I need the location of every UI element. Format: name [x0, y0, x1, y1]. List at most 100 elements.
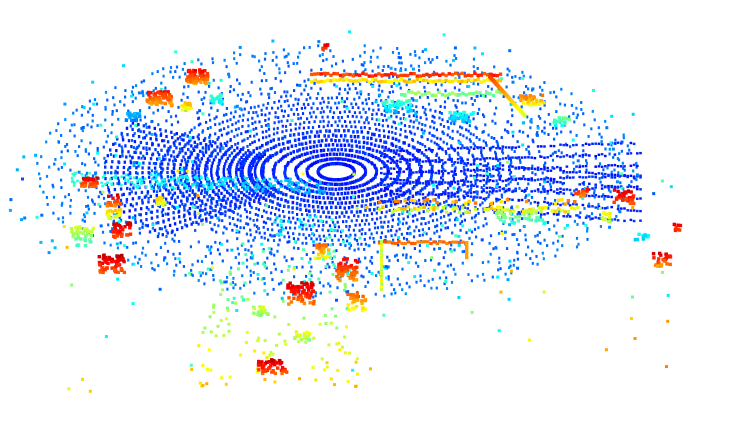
ground-point [402, 113, 405, 117]
ground-point [335, 326, 339, 330]
ground-point [151, 226, 154, 230]
ground-point [315, 144, 319, 148]
ground-point [336, 143, 339, 147]
ground-point [104, 165, 107, 169]
ground-point [241, 184, 244, 187]
ground-point [132, 183, 136, 187]
ground-point [432, 70, 436, 74]
ground-point [365, 198, 368, 203]
ground-point [40, 213, 44, 217]
ground-point [342, 240, 346, 244]
ground-point [404, 68, 407, 72]
ground-point [209, 221, 212, 224]
ground-point [581, 176, 585, 179]
ground-point [476, 166, 479, 170]
ground-point [317, 44, 320, 48]
ground-point [186, 180, 189, 183]
ground-point [205, 382, 209, 386]
ground-point [397, 139, 401, 143]
ground-point [334, 101, 337, 105]
ground-point [381, 124, 384, 128]
ground-point [87, 152, 90, 156]
ground-point [193, 212, 196, 216]
ground-point [253, 155, 257, 159]
ground-point [249, 211, 252, 214]
ground-point [200, 177, 203, 180]
ground-point [280, 270, 283, 273]
ground-point [154, 148, 157, 152]
ground-point [525, 147, 528, 151]
ground-point [354, 233, 357, 237]
ground-point [484, 123, 487, 127]
ground-point [492, 187, 495, 191]
ground-point [501, 187, 505, 191]
ground-point [439, 137, 442, 141]
ground-point [610, 143, 613, 147]
ground-point [345, 106, 349, 110]
ground-point [328, 215, 331, 219]
ground-point [304, 236, 307, 240]
ground-point [172, 166, 176, 171]
ground-point [517, 177, 521, 180]
ground-point [128, 192, 131, 196]
ground-point [444, 150, 447, 153]
ground-point [265, 129, 268, 133]
ground-point [182, 194, 185, 198]
ground-point [500, 77, 504, 81]
ground-point [336, 286, 339, 290]
ground-point [473, 99, 476, 102]
ground-point [209, 133, 212, 137]
ground-point [224, 214, 227, 217]
ground-point [472, 158, 476, 162]
ground-point [338, 162, 342, 166]
ground-point [242, 153, 245, 157]
ground-point [427, 157, 430, 161]
ground-point [355, 185, 359, 189]
ground-point [482, 146, 485, 150]
ground-point [252, 192, 256, 196]
ground-point [410, 131, 413, 135]
ground-point [262, 161, 266, 165]
ground-point [308, 156, 312, 161]
ground-point [568, 155, 572, 158]
ground-point [431, 134, 434, 137]
ground-point [504, 189, 508, 193]
ground-point [180, 138, 183, 141]
ground-point [556, 132, 559, 136]
ground-point [437, 147, 441, 150]
ground-point [204, 136, 207, 140]
ground-point [504, 146, 508, 149]
ground-point [366, 214, 369, 217]
ground-point [241, 118, 244, 122]
ground-point [169, 70, 172, 74]
ground-point [252, 179, 255, 183]
ground-point [278, 71, 281, 75]
ground-point [472, 142, 475, 146]
ground-point [353, 154, 357, 158]
ground-point [163, 144, 166, 148]
ground-point [173, 269, 176, 273]
ground-point [188, 207, 192, 211]
ground-point [531, 138, 534, 142]
ground-point [593, 188, 596, 192]
ground-point [399, 149, 402, 153]
ground-point [429, 162, 432, 166]
ground-point [516, 140, 519, 144]
ground-point [346, 271, 350, 275]
ground-point [288, 188, 292, 192]
ground-point [323, 190, 326, 194]
ground-point [254, 166, 257, 170]
ground-point [476, 274, 479, 278]
ground-point [383, 162, 386, 166]
ground-point [330, 196, 333, 201]
ground-point [235, 229, 239, 233]
ground-point [563, 226, 567, 230]
ground-point [578, 175, 581, 179]
ground-point [514, 189, 517, 193]
ground-point [240, 295, 244, 299]
ground-point [492, 157, 495, 160]
ground-point [82, 106, 86, 109]
ground-point [389, 161, 393, 164]
ground-point [331, 157, 335, 161]
